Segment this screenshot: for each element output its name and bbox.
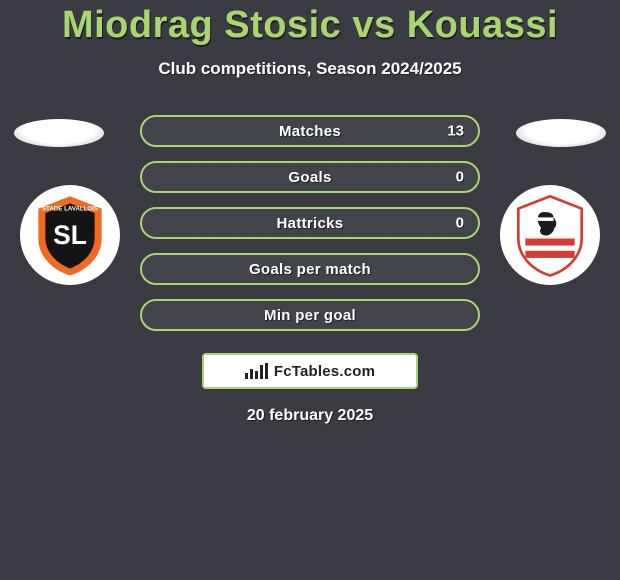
stat-row-matches: Matches 13 xyxy=(140,115,480,147)
svg-text:SL: SL xyxy=(53,220,87,250)
right-club-crest xyxy=(500,185,600,285)
page-title: Miodrag Stosic vs Kouassi xyxy=(62,4,558,47)
stat-label: Goals xyxy=(288,169,331,186)
stat-row-hattricks: Hattricks 0 xyxy=(140,207,480,239)
stat-label: Matches xyxy=(279,123,341,140)
stat-row-mpg: Min per goal xyxy=(140,299,480,331)
comparison-card: Miodrag Stosic vs Kouassi Club competiti… xyxy=(0,0,620,580)
left-club-crest: SL STADE LAVALLOIS xyxy=(20,185,120,285)
stat-row-gpm: Goals per match xyxy=(140,253,480,285)
content: Miodrag Stosic vs Kouassi Club competiti… xyxy=(0,0,620,580)
stat-label: Hattricks xyxy=(277,215,344,232)
stats-list: Matches 13 Goals 0 Hattricks 0 Goals per match… xyxy=(140,115,480,331)
right-player-marker xyxy=(516,119,606,147)
stat-value-right: 0 xyxy=(456,215,464,232)
subtitle: Club competitions, Season 2024/2025 xyxy=(158,59,461,79)
source-label: FcTables.com xyxy=(274,363,375,380)
left-player-marker xyxy=(14,119,104,147)
stat-label: Goals per match xyxy=(249,261,371,278)
shield-icon xyxy=(506,191,594,279)
stat-row-goals: Goals 0 xyxy=(140,161,480,193)
footer-date: 20 february 2025 xyxy=(247,407,373,425)
shield-icon: SL STADE LAVALLOIS xyxy=(26,191,114,279)
source-badge: FcTables.com xyxy=(202,353,418,389)
compare-area: SL STADE LAVALLOIS Matches13Goals0Hattri… xyxy=(0,115,620,331)
stat-value-right: 0 xyxy=(456,169,464,186)
stat-value-right: 13 xyxy=(447,123,464,140)
svg-text:STADE LAVALLOIS: STADE LAVALLOIS xyxy=(42,205,98,212)
bar-chart-icon xyxy=(245,363,268,379)
stat-label: Min per goal xyxy=(264,307,356,324)
